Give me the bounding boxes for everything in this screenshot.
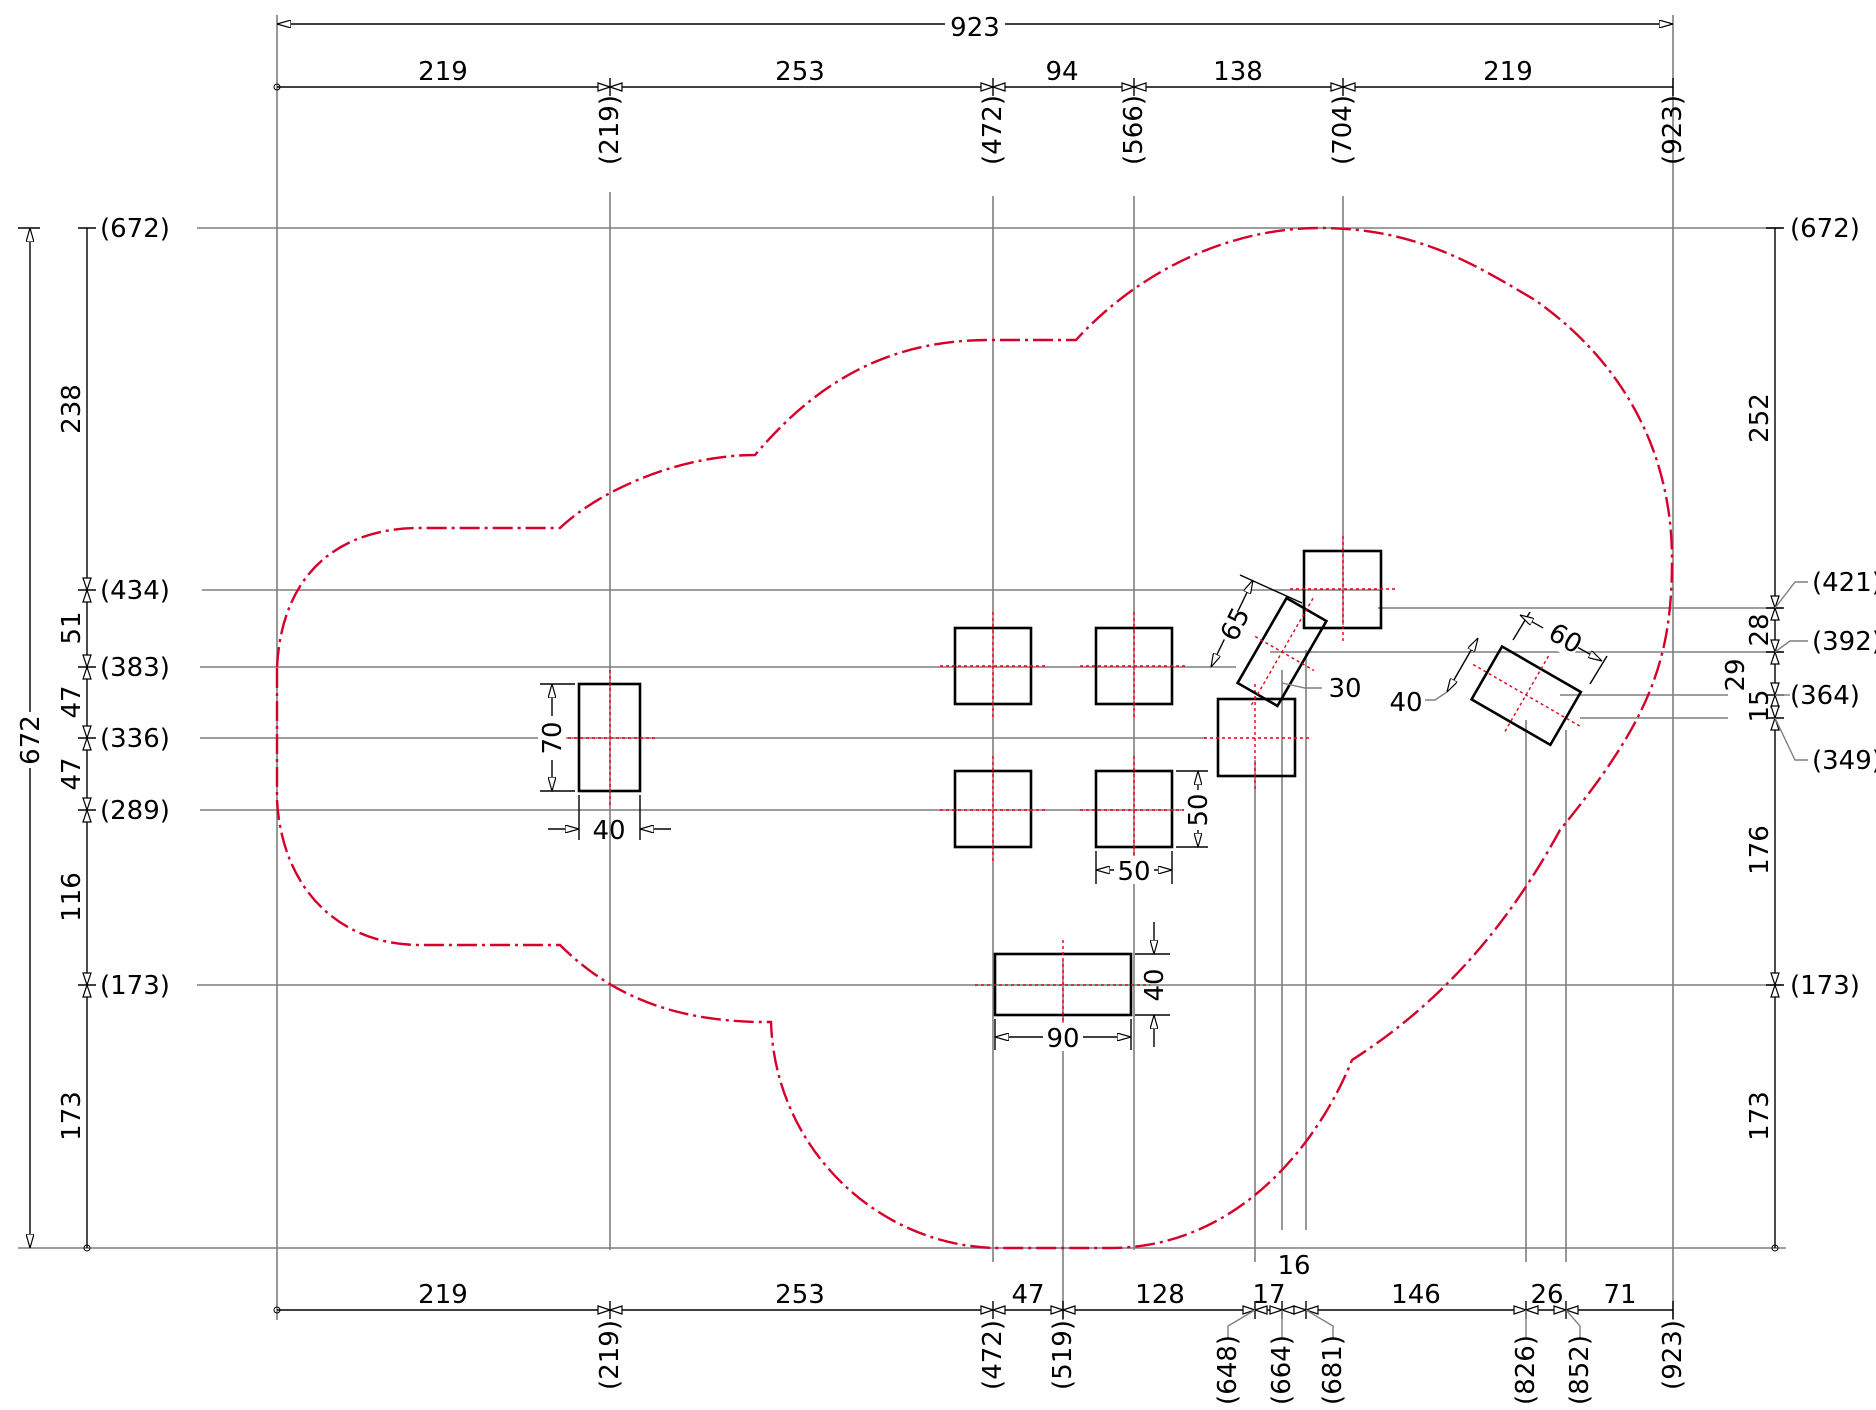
part-rotated-rect-2: [1469, 644, 1583, 747]
part-square-4: [1080, 756, 1186, 862]
dim-left-seg-4: 47: [57, 757, 87, 790]
dim-top-seg-2: 253: [775, 57, 825, 87]
dim-rot1-width: 30: [1328, 674, 1361, 704]
ref-right-421: (421): [1812, 568, 1876, 598]
top-arrow-0: [597, 82, 623, 92]
part-square-2: [1080, 612, 1186, 720]
left-arrow-4: [82, 972, 92, 998]
dim-wide-width: 90: [1046, 1024, 1079, 1054]
parts: [556, 536, 1583, 1030]
bottom-arrow-1: [980, 1305, 1006, 1315]
dim-left-seg-3: 47: [57, 685, 87, 718]
dim-top-seg-5: 219: [1483, 57, 1533, 87]
ref-right-349: (349): [1812, 746, 1876, 776]
left-arrow-1: [82, 654, 92, 680]
bottom-arrow-2: [1050, 1305, 1076, 1315]
reference-lines: [18, 15, 1786, 1320]
right-dimensions: 252 28 29 15 176 173 (672) (421) (392) (…: [1721, 214, 1876, 1252]
ref-right-173: (173): [1790, 971, 1860, 1001]
part-square-6: [1290, 536, 1396, 643]
part-wide-rect: [975, 940, 1150, 1030]
left-arrow-3: [82, 797, 92, 823]
dim-bottom-seg-5: 17: [1252, 1280, 1285, 1310]
left-arrow-0: [82, 577, 92, 603]
dim-left-seg-1: 238: [57, 384, 87, 434]
dim-bottom-seg-1: 219: [418, 1280, 468, 1310]
right-arrow-4: [1770, 972, 1780, 998]
dim-rot2-width: 40: [1389, 688, 1422, 718]
part-rotated-rect-1: [1235, 596, 1329, 708]
left-arrow-2: [82, 725, 92, 751]
ref-bottom-472: (472): [978, 1320, 1008, 1390]
dim-overall-width: 923: [950, 13, 1000, 43]
ref-bottom-923: (923): [1658, 1320, 1688, 1390]
dim-bottom-seg-9: 71: [1603, 1280, 1636, 1310]
part-tall-rect: [556, 670, 656, 808]
left-dimensions: 672 238 51 47 47 116 173 (672) (434) (38…: [14, 214, 170, 1252]
top-arrow-2: [1121, 82, 1147, 92]
dim-right-seg-3: 29: [1721, 658, 1751, 691]
part-square-3: [940, 756, 1045, 862]
dim-overall-height: 672: [16, 715, 46, 765]
ref-left-434: (434): [100, 576, 170, 606]
dim-left-seg-2: 51: [57, 611, 87, 644]
ref-bottom-681: (681): [1318, 1335, 1348, 1405]
dim-tall-width: 40: [592, 816, 625, 846]
dim-bottom-seg-4: 128: [1135, 1280, 1185, 1310]
dim-top-seg-4: 138: [1213, 57, 1263, 87]
bottom-arrow-0: [597, 1305, 623, 1315]
dim-square-width: 50: [1117, 857, 1150, 887]
ref-left-336: (336): [100, 724, 170, 754]
dim-wide-height: 40: [1140, 968, 1170, 1001]
ref-bottom-219: (219): [595, 1320, 625, 1390]
dim-right-seg-5: 176: [1745, 825, 1775, 875]
ref-bottom-852: (852): [1565, 1335, 1595, 1405]
ref-top-923: (923): [1658, 95, 1688, 165]
ref-right-392: (392): [1812, 627, 1876, 657]
part-square-1: [940, 612, 1045, 720]
dim-right-seg-1: 252: [1745, 393, 1775, 443]
dim-right-seg-2: 28: [1745, 613, 1775, 646]
dim-bottom-seg-2: 253: [775, 1280, 825, 1310]
ref-top-704: (704): [1328, 95, 1358, 165]
ref-left-173: (173): [100, 971, 170, 1001]
top-arrow-1: [980, 82, 1006, 92]
part-dimensions: 70 40 50 50 40 90 65: [538, 574, 1608, 1054]
dim-bottom-seg-3: 47: [1011, 1280, 1044, 1310]
dim-top-seg-1: 219: [418, 57, 468, 87]
ref-right-672: (672): [1790, 214, 1860, 244]
ref-bottom-648: (648): [1213, 1335, 1243, 1405]
dim-square-height: 50: [1184, 793, 1214, 826]
ref-left-672: (672): [100, 214, 170, 244]
ref-bottom-519: (519): [1048, 1320, 1078, 1390]
dim-right-seg-6: 173: [1745, 1091, 1775, 1141]
dim-bottom-seg-7: 146: [1391, 1280, 1441, 1310]
ref-bottom-826: (826): [1511, 1335, 1541, 1405]
dim-left-seg-6: 173: [57, 1091, 87, 1141]
dim-right-seg-4: 15: [1745, 689, 1775, 722]
dim-tall-height: 70: [538, 721, 568, 754]
ref-right-364: (364): [1790, 681, 1860, 711]
ref-bottom-664: (664): [1267, 1335, 1297, 1405]
bottom-dimensions: 219 253 47 128 17 16 146 26 71 (219) (47…: [273, 1251, 1688, 1405]
top-arrow-3: [1330, 82, 1356, 92]
dim-bottom-seg-8: 26: [1530, 1280, 1563, 1310]
dim-bottom-seg-6: 16: [1277, 1251, 1310, 1281]
ref-top-472: (472): [978, 95, 1008, 165]
part-square-5: [1204, 684, 1310, 790]
dim-top-seg-3: 94: [1045, 57, 1078, 87]
ref-left-383: (383): [100, 653, 170, 683]
ref-top-219: (219): [595, 95, 625, 165]
top-dimensions: 923 219 253 94 138 219 (219) (472) (566)…: [273, 8, 1688, 165]
site-boundary: [275, 226, 1674, 1250]
ref-top-566: (566): [1119, 95, 1149, 165]
dim-left-seg-5: 116: [57, 872, 87, 922]
ref-left-289: (289): [100, 796, 170, 826]
